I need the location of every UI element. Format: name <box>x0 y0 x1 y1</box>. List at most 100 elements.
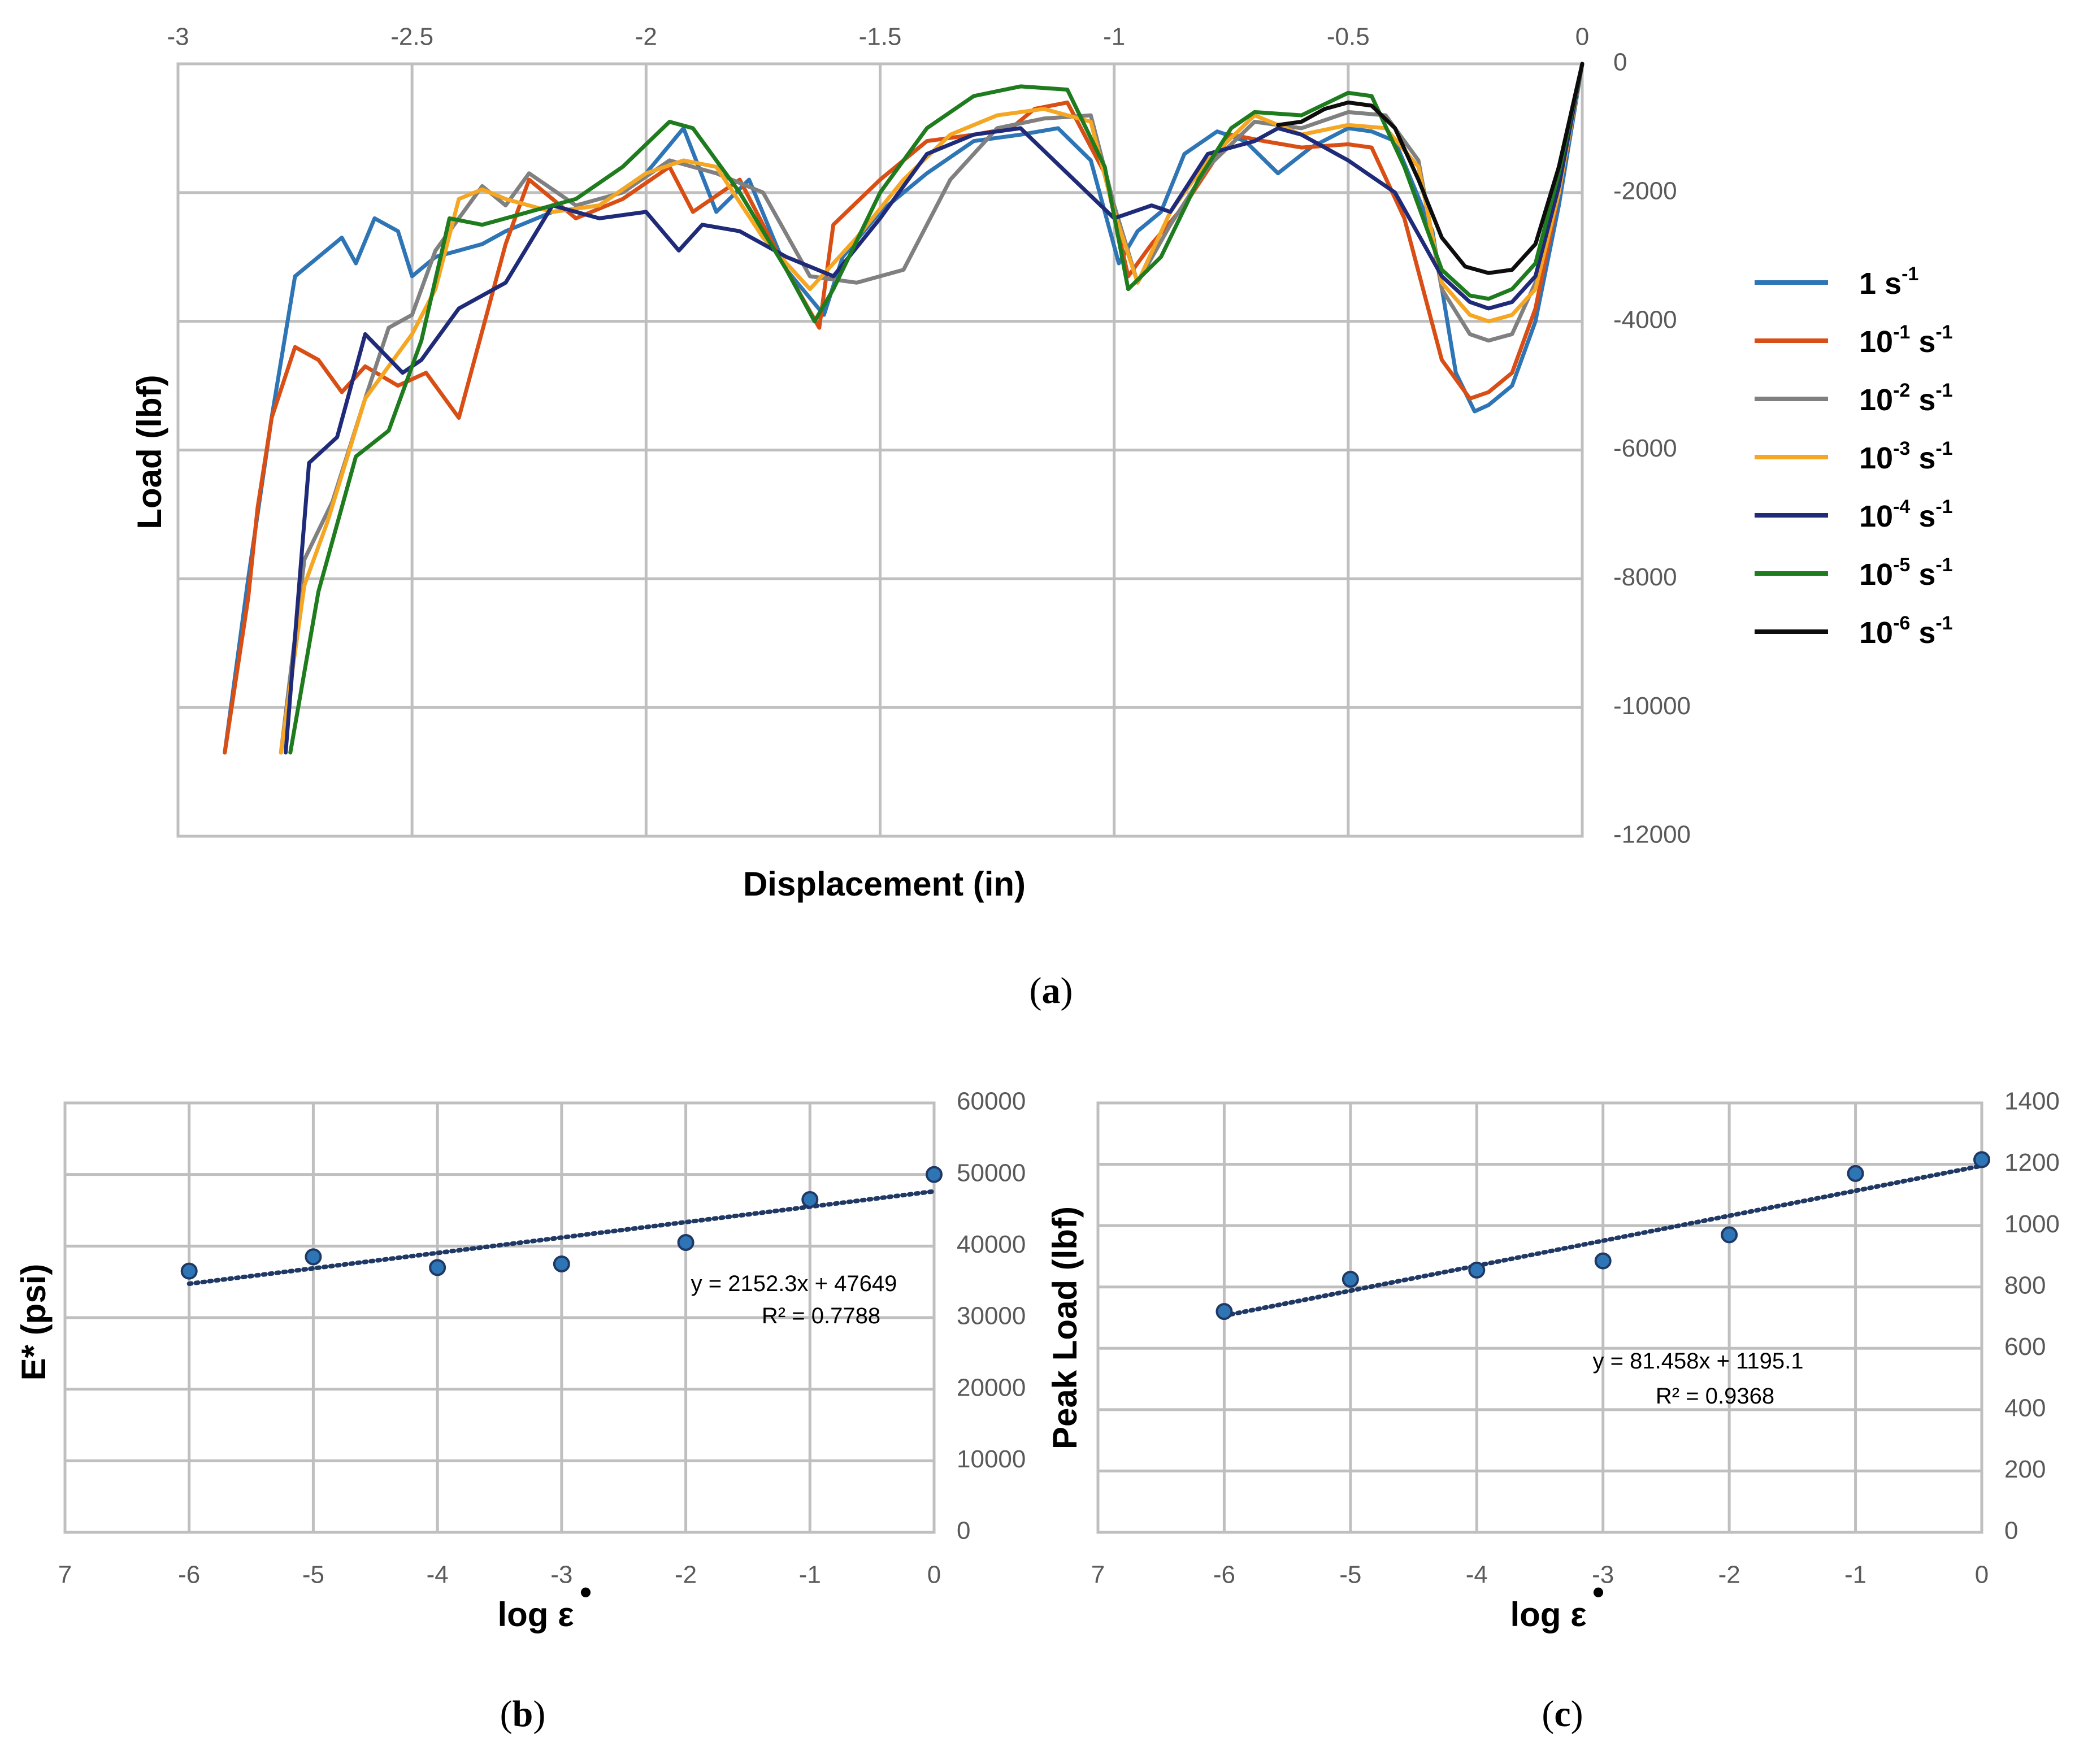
y-tick-label: 20000 <box>957 1374 1026 1401</box>
panel-label: (a) <box>1030 970 1073 1011</box>
legend-entry: 10-2 s-1 <box>1859 380 1953 417</box>
x-axis-title-dot: • <box>1592 1573 1604 1611</box>
legend-entry-unit-exponent: -1 <box>1935 496 1952 518</box>
trend-equation: y = 81.458x + 1195.1 <box>1593 1349 1804 1374</box>
panel-label-open: ( <box>500 1693 513 1735</box>
y-tick-label: 400 <box>2004 1394 2046 1422</box>
data-point <box>677 1234 694 1251</box>
panel-label-letter: b <box>513 1693 533 1735</box>
data-point <box>1216 1303 1233 1320</box>
trend-r-squared: R² = 0.7788 <box>762 1304 880 1328</box>
trend-equation: y = 2152.3x + 47649 <box>691 1271 897 1296</box>
legend-entry-base: 10 <box>1859 499 1893 533</box>
legend-entry-base: 10 <box>1859 383 1893 417</box>
x-tick-label: 7 <box>1091 1561 1105 1589</box>
legend-entry-exponent: -4 <box>1893 496 1910 518</box>
legend-entry-exponent: -5 <box>1893 554 1910 576</box>
y-tick-label: 0 <box>957 1517 970 1545</box>
x-tick-label: -2 <box>1718 1561 1740 1589</box>
y-tick-label: 60000 <box>957 1088 1026 1115</box>
x-tick-label: -5 <box>1339 1561 1361 1589</box>
y-tick-label: 1000 <box>2004 1210 2060 1238</box>
x-axis-title: log ε <box>497 1596 574 1633</box>
legend-entry-base: 1 s <box>1859 267 1902 301</box>
y-tick-label: 1200 <box>2004 1149 2060 1176</box>
y-tick-label: 10000 <box>957 1445 1026 1473</box>
x-tick-label: -1 <box>799 1561 821 1589</box>
legend-entry-unit: s <box>1910 616 1935 650</box>
legend-entry-unit-exponent: -1 <box>1935 380 1952 401</box>
panel-label-close: ) <box>1571 1693 1583 1735</box>
x-tick-label: -4 <box>427 1561 449 1589</box>
data-point <box>553 1255 570 1272</box>
legend-entry-unit: s <box>1910 441 1935 475</box>
panel-b: 7 -6 -5 -4 -3 -2 -1 00 10000 20000 30000 40000 50000… <box>15 1088 1026 1735</box>
x-tick-label: -2 <box>635 23 657 51</box>
x-tick-label: 0 <box>1975 1561 1989 1589</box>
panel-label-close: ) <box>533 1693 545 1735</box>
y-tick-label: -12000 <box>1613 821 1691 849</box>
plot-frame <box>63 1101 936 1534</box>
legend-entry-unit: s <box>1910 383 1935 417</box>
series-line <box>284 62 1585 755</box>
trendline <box>1222 1163 1984 1318</box>
x-tick-label: -5 <box>302 1561 324 1589</box>
plot-frame <box>1096 1101 1983 1534</box>
legend-entry-base: 10 <box>1859 441 1893 475</box>
legend-entry: 10-3 s-1 <box>1859 438 1953 475</box>
legend-entry-unit-exponent: -1 <box>1935 438 1952 459</box>
data-point <box>305 1248 322 1266</box>
legend-entry-unit: s <box>1910 325 1935 359</box>
x-axis-title: log ε <box>1510 1596 1586 1633</box>
panel-label-open: ( <box>1030 970 1042 1011</box>
y-axis-title: Peak Load (lbf) <box>1046 1206 1084 1449</box>
legend-entry-base: 10 <box>1859 325 1893 359</box>
y-tick-label: -4000 <box>1613 306 1677 333</box>
legend-entry: 10-1 s-1 <box>1859 321 1953 359</box>
series-line <box>223 62 1585 755</box>
x-tick-label: -3 <box>1592 1561 1614 1589</box>
data-point <box>1973 1151 1990 1168</box>
y-tick-label: 0 <box>1613 49 1627 76</box>
x-tick-label: -2.5 <box>390 23 433 51</box>
data-point <box>1342 1271 1359 1288</box>
legend-entry-exponent: -6 <box>1893 612 1910 634</box>
panel-label-close: ) <box>1061 970 1073 1011</box>
legend-entry-unit: s <box>1910 499 1935 533</box>
y-tick-label: -6000 <box>1613 435 1677 462</box>
y-tick-label: 30000 <box>957 1302 1026 1330</box>
y-tick-label: -10000 <box>1613 692 1691 720</box>
y-tick-label: 50000 <box>957 1159 1026 1187</box>
x-tick-label: -4 <box>1466 1561 1488 1589</box>
series-line <box>279 62 1585 755</box>
data-point <box>1468 1261 1486 1279</box>
legend-entry-unit-exponent: -1 <box>1935 612 1952 634</box>
y-tick-label: 200 <box>2004 1455 2046 1483</box>
x-tick-label: 7 <box>58 1561 72 1589</box>
series-line <box>1276 62 1585 275</box>
y-tick-label: 800 <box>2004 1271 2046 1299</box>
y-tick-label: 600 <box>2004 1333 2046 1361</box>
panel-label: (c) <box>1542 1693 1583 1735</box>
data-point <box>926 1166 943 1183</box>
panel-c: 7 -6 -5 -4 -3 -2 -1 00 200 400 600 800 1000 1200 1400 P… <box>1046 1088 2060 1735</box>
legend-entry-base: 10 <box>1859 616 1893 650</box>
panel-label-letter: a <box>1042 970 1061 1011</box>
legend-entry: 10-5 s-1 <box>1859 554 1953 592</box>
x-tick-label: 0 <box>1575 23 1589 51</box>
panel-a: -3 -2.5 -2 -1.5 -1 -0.5 00 -2000 -4000 -6000 -8000… <box>131 23 1953 1011</box>
x-tick-label: -1.5 <box>859 23 902 51</box>
y-tick-label: 1400 <box>2004 1088 2060 1115</box>
y-axis-title: E* (psi) <box>15 1264 53 1381</box>
data-point <box>429 1259 446 1276</box>
panel-label: (b) <box>500 1693 546 1735</box>
x-tick-label: -1 <box>1103 23 1125 51</box>
trend-r-squared: R² = 0.9368 <box>1656 1384 1774 1409</box>
x-tick-label: -6 <box>1213 1561 1235 1589</box>
x-axis-title: Displacement (in) <box>743 865 1026 903</box>
y-tick-label: 40000 <box>957 1231 1026 1258</box>
legend-entry-exponent: -3 <box>1893 438 1910 459</box>
series-line <box>288 62 1585 755</box>
legend-entry: 10-6 s-1 <box>1859 612 1953 650</box>
